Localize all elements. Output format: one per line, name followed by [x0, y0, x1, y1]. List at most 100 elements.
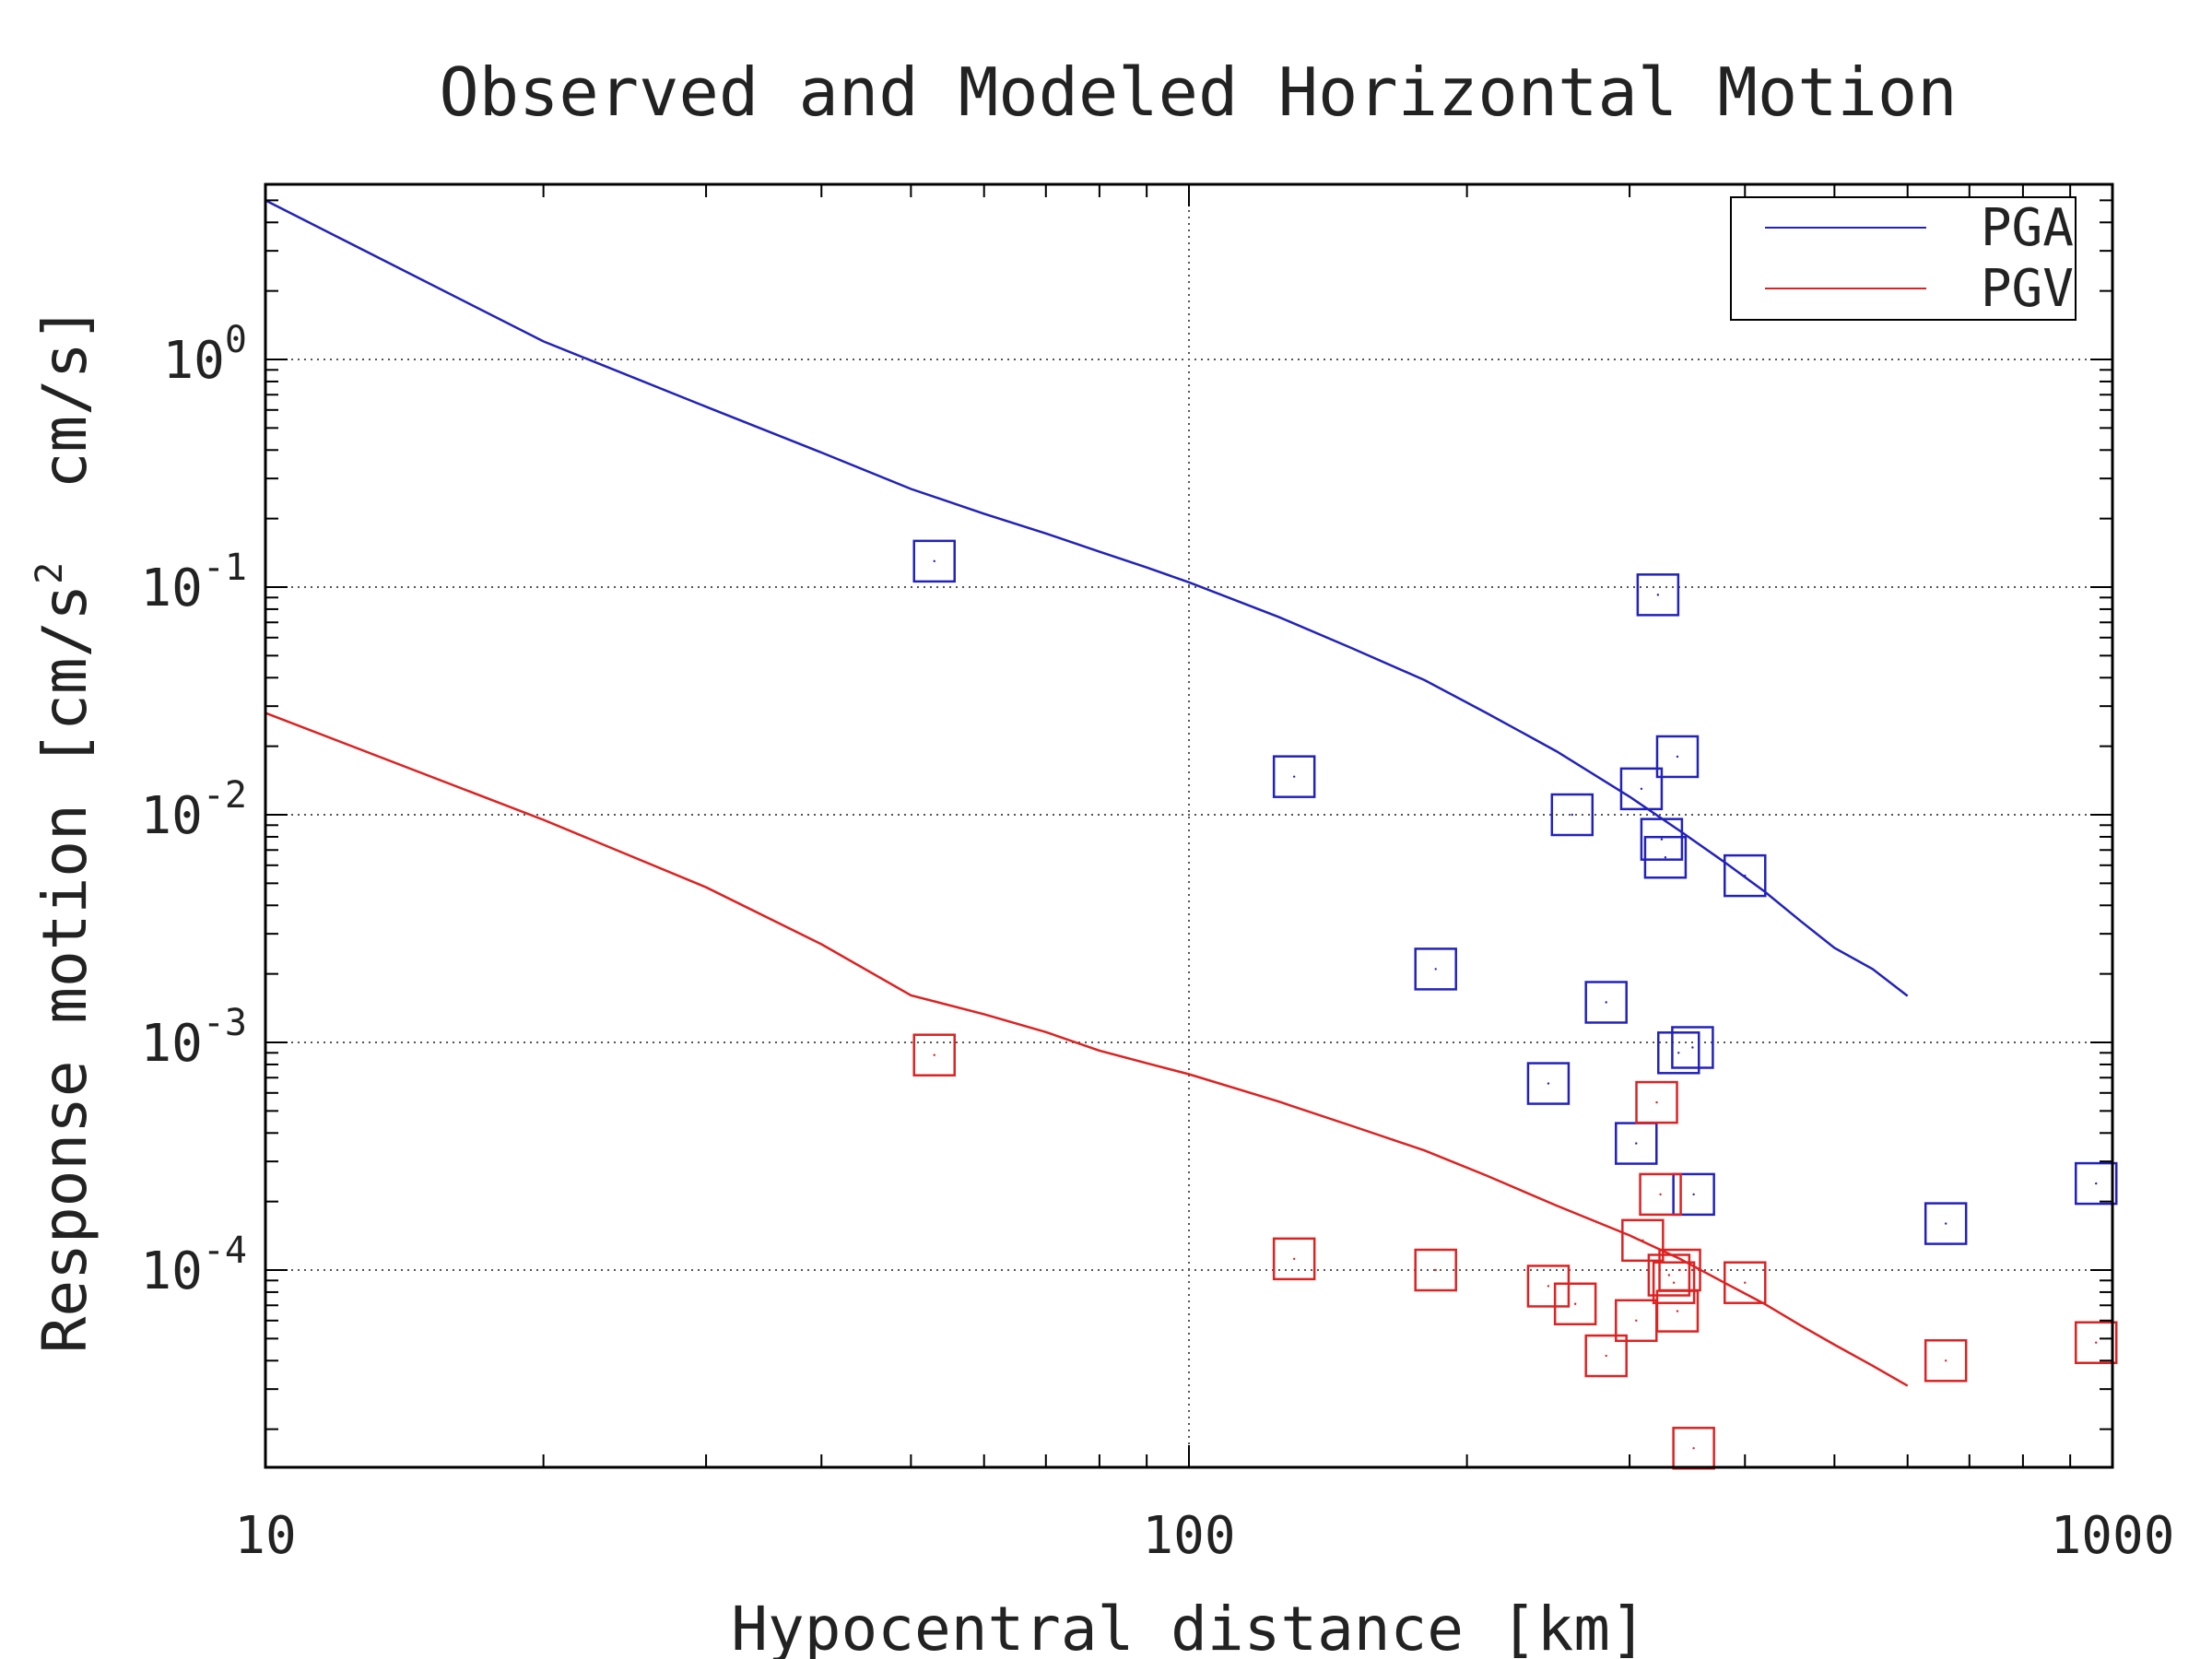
- pgv-observed-dot: [2095, 1341, 2098, 1344]
- pga-observed-point: [1643, 835, 1688, 879]
- pga-observed-dot: [1434, 968, 1437, 971]
- y-tick-label: 10-4: [140, 1230, 247, 1301]
- pgv-observed-point: [1526, 1265, 1571, 1308]
- pgv-observed-dot: [1667, 1274, 1671, 1277]
- x-tick-label: 1000: [2051, 1506, 2175, 1566]
- pga-observed-point: [1657, 1031, 1700, 1075]
- pgv-observed-dot: [1944, 1359, 1947, 1362]
- pga-observed-point: [1724, 853, 1767, 898]
- pgv-observed-dot: [1659, 1193, 1662, 1196]
- pgv-observed-dot: [1635, 1319, 1638, 1322]
- grid: [265, 184, 2112, 1467]
- y-tick-label: 10-3: [140, 1002, 247, 1074]
- pgv-observed-point: [1924, 1339, 1968, 1382]
- pgv-observed-point: [1724, 1261, 1767, 1304]
- pga-observed-dot: [1664, 856, 1667, 859]
- y-tick-label-exponent: 0: [225, 319, 247, 361]
- legend: PGA PGV: [1730, 196, 2077, 321]
- pgv-observed-dot: [1292, 1257, 1296, 1261]
- legend-label-pga: PGA: [1981, 198, 2074, 258]
- plot-series: [265, 199, 2118, 1470]
- pgv-observed-point: [1652, 1261, 1696, 1304]
- pga-observed-dot: [1677, 1052, 1680, 1054]
- y-tick-label-base: 10: [140, 559, 202, 618]
- pgv-observed-dot: [1605, 1354, 1607, 1358]
- pgv-observed-dot: [1434, 1268, 1437, 1272]
- y-tick-label-base: 10: [140, 1014, 202, 1074]
- pga-observed-point: [1924, 1202, 1968, 1245]
- pga-observed-dot: [1635, 1142, 1638, 1145]
- pga-observed-point: [1550, 793, 1594, 837]
- x-tick-label: 100: [1142, 1506, 1235, 1566]
- pga-observed-dot: [1691, 1046, 1694, 1049]
- y-axis-label-text: Response motion [cm/s: [29, 584, 100, 1353]
- pga-observed-dot: [1656, 594, 1660, 596]
- pga-model-line: [265, 199, 1909, 997]
- y-tick-label-exponent: -1: [203, 547, 247, 589]
- pgv-observed-dot: [1641, 1239, 1644, 1242]
- pga-observed-dot: [1660, 838, 1664, 841]
- pgv-observed-dot: [1692, 1447, 1695, 1450]
- pgv-observed-dot: [1744, 1281, 1747, 1284]
- x-axis-label: Hypocentral distance [km]: [731, 1594, 1646, 1659]
- y-axis-label-superscript: 2: [29, 562, 71, 584]
- pgv-observed-dot: [933, 1053, 935, 1056]
- pgv-observed-point: [1621, 1218, 1665, 1263]
- pgv-observed-dot: [1676, 1310, 1679, 1312]
- y-tick-label: 10-2: [140, 774, 247, 846]
- y-tick-label-exponent: -2: [203, 774, 247, 817]
- pga-observed-dot: [1640, 787, 1643, 791]
- pgv-observed-point: [1553, 1282, 1597, 1325]
- pga-observed-dot: [1547, 1082, 1550, 1085]
- pga-observed-point: [1619, 767, 1664, 811]
- pga-observed-point: [1526, 1062, 1571, 1105]
- pgv-observed-point: [1658, 1248, 1701, 1292]
- pga-observed-dot: [1744, 874, 1747, 877]
- pga-observed-dot: [1944, 1222, 1947, 1225]
- pga-observed-dot: [1692, 1193, 1695, 1196]
- y-tick-label-exponent: -3: [203, 1002, 247, 1044]
- pga-observed-point: [1640, 818, 1684, 861]
- legend-label-pgv: PGV: [1981, 259, 2074, 319]
- pga-observed-point: [912, 539, 956, 583]
- pgv-observed-dot: [1573, 1302, 1577, 1305]
- y-axis-label-group: Response motion [cm/s2 cm/s]: [29, 306, 100, 1354]
- pga-observed-point: [1672, 1172, 1715, 1217]
- pga-observed-point: [1655, 735, 1700, 779]
- pga-observed-dot: [1605, 1001, 1607, 1004]
- pga-observed-point: [1636, 573, 1680, 617]
- pgv-observed-point: [1272, 1237, 1316, 1281]
- pga-observed-dot: [1571, 813, 1574, 817]
- y-axis-label-tail: cm/s]: [29, 306, 100, 562]
- chart-title: Observed and Modeled Horizontal Motion: [439, 53, 1957, 131]
- y-tick-label-base: 10: [162, 331, 224, 391]
- pgv-observed-dot: [1672, 1281, 1676, 1284]
- pga-observed-point: [1671, 1026, 1714, 1069]
- pgv-observed-point: [2074, 1321, 2118, 1364]
- pga-observed-dot: [1292, 775, 1296, 778]
- pgv-observed-dot: [1678, 1268, 1681, 1272]
- pga-observed-dot: [933, 559, 935, 563]
- legend-box: [1730, 196, 2077, 321]
- pgv-observed-point: [1647, 1253, 1691, 1297]
- pga-observed-dot: [2095, 1182, 2098, 1185]
- pgv-observed-point: [1635, 1080, 1678, 1124]
- pgv-observed-dot: [1655, 1100, 1658, 1104]
- y-tick-label: 10-1: [140, 547, 247, 618]
- pgv-observed-point: [912, 1033, 956, 1077]
- pgv-observed-point: [1414, 1248, 1457, 1292]
- x-tick-label: 10: [234, 1506, 296, 1566]
- plot-frame: [264, 182, 2114, 1469]
- pga-observed-dot: [1676, 755, 1679, 759]
- y-tick-label-base: 10: [140, 786, 202, 846]
- pgv-observed-dot: [1547, 1285, 1550, 1288]
- pgv-observed-point: [1584, 1334, 1628, 1378]
- pga-observed-point: [1272, 755, 1316, 798]
- pgv-model-line: [265, 712, 1909, 1387]
- y-tick-label: 100: [162, 319, 247, 391]
- y-tick-label-exponent: -4: [203, 1230, 247, 1272]
- pga-observed-point: [1414, 947, 1457, 991]
- pga-observed-point: [1584, 981, 1628, 1024]
